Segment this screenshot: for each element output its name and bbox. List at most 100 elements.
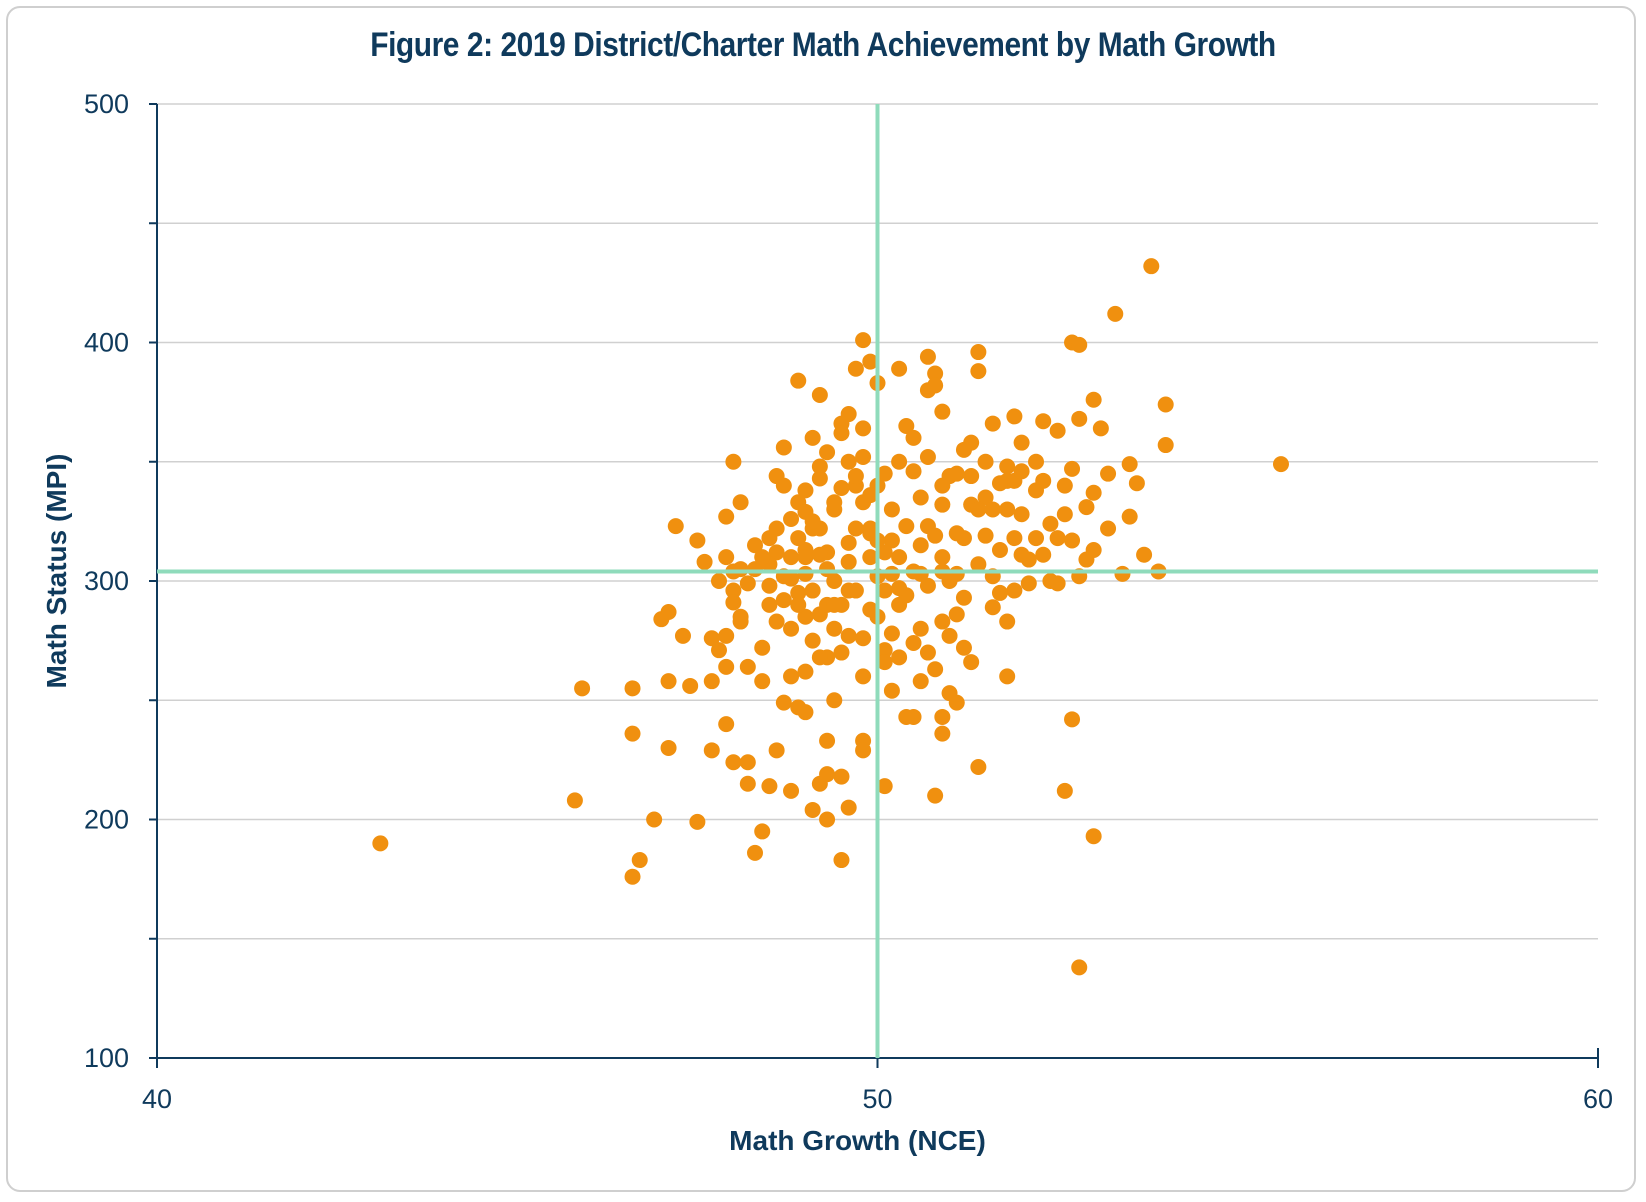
x-tick-label: 50 — [862, 1084, 892, 1114]
data-point — [660, 673, 677, 690]
data-point — [804, 513, 821, 530]
data-point — [783, 570, 800, 587]
data-point — [1056, 477, 1073, 494]
data-point — [876, 654, 893, 671]
data-point — [948, 465, 965, 482]
data-point — [574, 680, 591, 697]
data-point — [927, 527, 944, 544]
data-point — [941, 573, 958, 589]
data-point — [1049, 530, 1066, 547]
data-point — [833, 768, 850, 785]
data-point — [970, 556, 987, 573]
data-point — [927, 377, 944, 394]
data-point — [876, 778, 893, 795]
data-point — [948, 606, 965, 623]
data-point — [876, 544, 893, 561]
data-point — [1121, 508, 1138, 525]
data-point — [768, 520, 785, 537]
data-point — [754, 823, 771, 840]
data-point — [1064, 532, 1081, 549]
data-point — [674, 627, 691, 644]
data-point — [826, 692, 843, 709]
data-point — [855, 668, 872, 685]
data-point — [912, 489, 929, 506]
data-point — [718, 508, 735, 525]
reference-lines — [157, 104, 1598, 1058]
data-point — [783, 782, 800, 799]
data-point — [790, 530, 807, 547]
data-point — [1078, 551, 1095, 568]
data-point — [999, 458, 1016, 475]
data-point — [775, 592, 792, 609]
data-point — [826, 596, 843, 613]
data-point — [891, 649, 908, 666]
data-point — [1064, 460, 1081, 477]
data-point — [876, 465, 893, 482]
data-point — [840, 406, 857, 423]
data-point — [999, 613, 1016, 630]
data-point — [768, 544, 785, 561]
data-point — [840, 553, 857, 570]
y-tick-label: 400 — [84, 328, 129, 358]
data-point — [768, 468, 785, 485]
data-point — [840, 453, 857, 470]
data-point — [891, 360, 908, 377]
data-point — [1136, 546, 1153, 563]
data-point — [1006, 582, 1023, 599]
data-point — [847, 468, 864, 485]
data-point — [855, 630, 872, 647]
data-point — [862, 520, 879, 537]
data-point — [1020, 575, 1037, 592]
chart-frame — [6, 6, 1636, 1192]
data-point — [725, 594, 742, 611]
data-point — [660, 604, 677, 621]
data-point — [804, 632, 821, 649]
data-point — [876, 582, 893, 599]
data-point — [862, 549, 879, 566]
data-point — [646, 811, 663, 828]
data-point — [984, 501, 1001, 518]
data-point — [797, 608, 814, 625]
x-axis-label: Math Growth (NCE) — [729, 1125, 986, 1156]
data-point — [819, 444, 836, 461]
data-point — [905, 463, 922, 480]
data-point — [1013, 434, 1030, 451]
data-point — [927, 787, 944, 804]
y-tick-label: 300 — [84, 566, 129, 596]
data-point — [631, 852, 648, 869]
data-point — [811, 649, 828, 666]
data-point — [1085, 391, 1102, 408]
data-point — [991, 541, 1008, 558]
data-point — [970, 344, 987, 361]
data-point — [984, 599, 1001, 616]
data-point — [819, 561, 836, 578]
data-point — [876, 642, 893, 659]
data-point — [1056, 782, 1073, 799]
data-point — [804, 801, 821, 818]
data-point — [833, 644, 850, 661]
data-point — [725, 754, 742, 771]
data-point — [991, 584, 1008, 601]
data-point — [1035, 546, 1052, 563]
data-point — [970, 501, 987, 518]
data-point — [1157, 437, 1174, 454]
data-points — [372, 258, 1289, 976]
data-point — [826, 494, 843, 511]
y-tick-label: 500 — [84, 89, 129, 119]
data-point — [999, 668, 1016, 685]
data-point — [840, 627, 857, 644]
data-point — [1035, 413, 1052, 430]
data-point — [1006, 408, 1023, 425]
data-point — [372, 835, 389, 852]
data-point — [783, 668, 800, 685]
data-point — [1078, 499, 1095, 516]
data-point — [624, 868, 641, 885]
data-point — [955, 639, 972, 656]
data-point — [963, 468, 980, 485]
data-point — [710, 642, 727, 659]
data-point — [883, 501, 900, 518]
data-point — [833, 479, 850, 496]
data-point — [739, 658, 756, 675]
data-point — [927, 365, 944, 382]
